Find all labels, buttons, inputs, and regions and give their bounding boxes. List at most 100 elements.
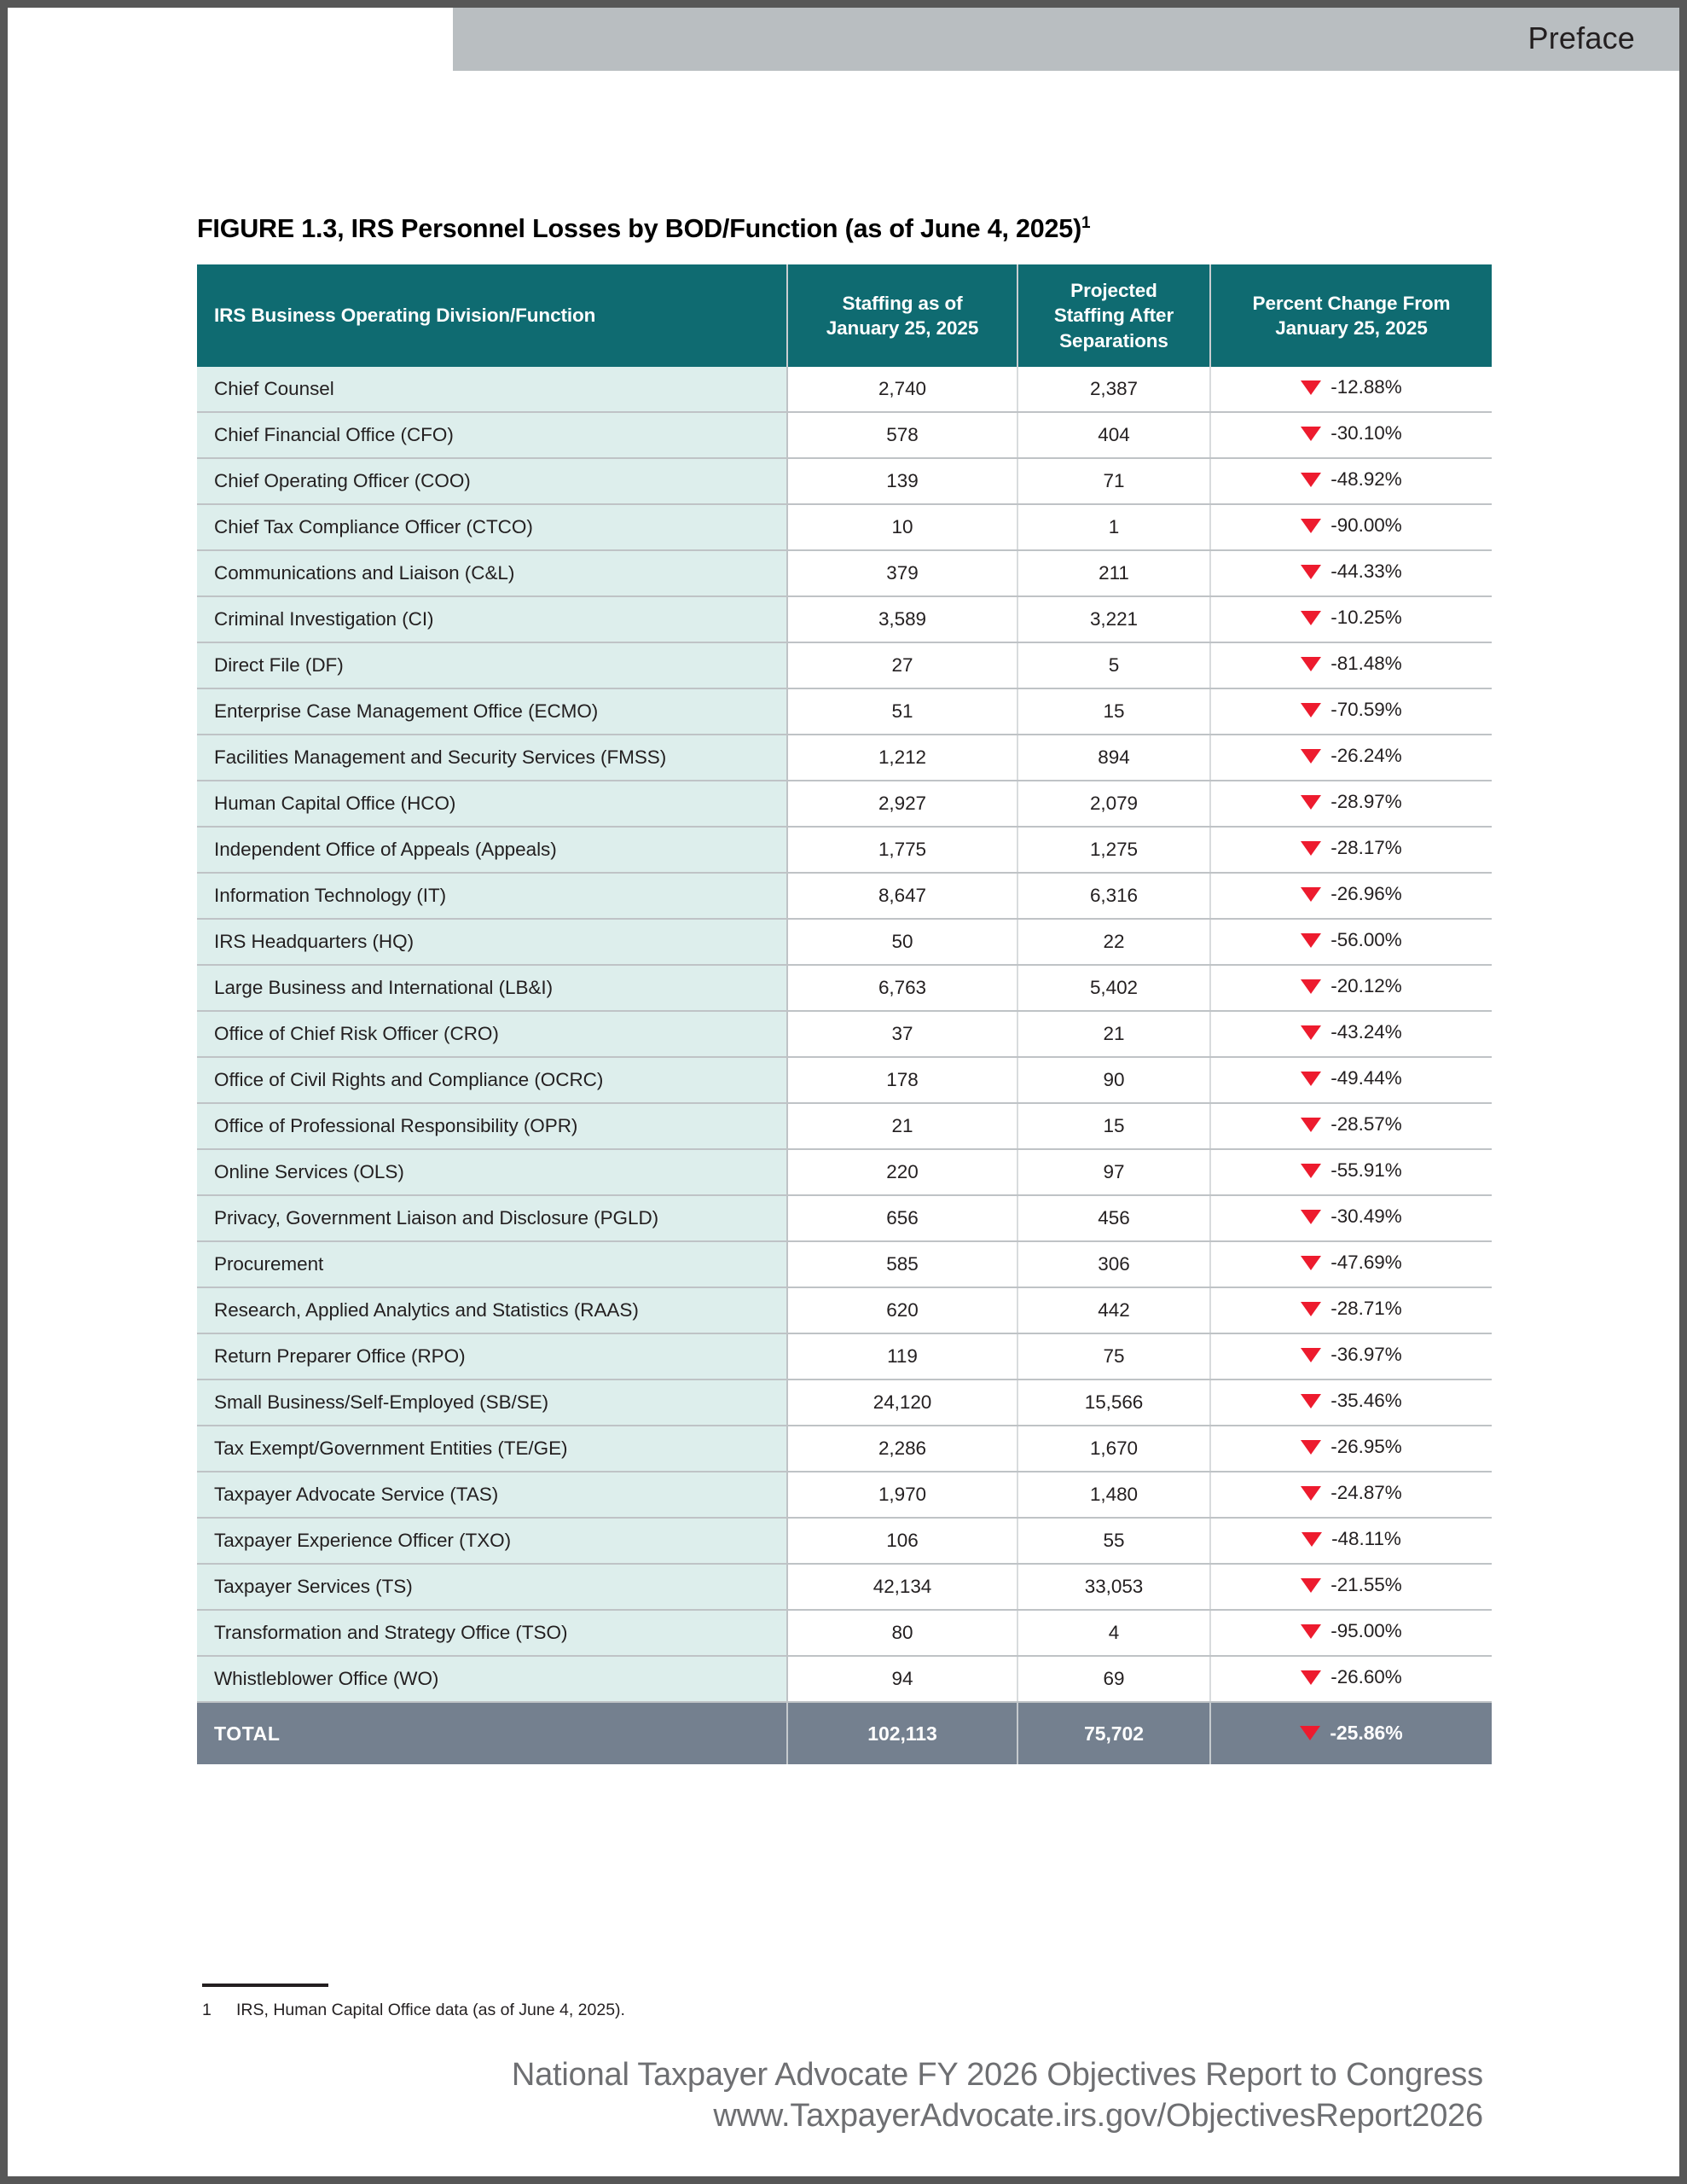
cell-projected-staffing: 1,480	[1017, 1472, 1211, 1519]
table-row: IRS Headquarters (HQ) 50 22 -56.00%	[197, 919, 1492, 966]
table-row: Privacy, Government Liaison and Disclosu…	[197, 1195, 1492, 1242]
triangle-down-icon	[1301, 519, 1322, 533]
cell-staffing: 51	[787, 688, 1018, 735]
cell-percent-change: -28.57%	[1210, 1103, 1492, 1150]
cell-division-name: Office of Chief Risk Officer (CRO)	[197, 1011, 788, 1058]
table-row: Taxpayer Experience Officer (TXO) 106 55 -4…	[197, 1518, 1492, 1565]
column-header-percent-change: Percent Change From January 25, 2025	[1210, 264, 1492, 367]
cell-projected-staffing: 894	[1017, 735, 1211, 781]
table-row: Independent Office of Appeals (Appeals) 1…	[197, 827, 1492, 874]
cell-percent-change: -26.95%	[1210, 1426, 1492, 1472]
cell-staffing: 1,212	[787, 735, 1018, 781]
table-row: Chief Financial Office (CFO) 578 404 -30.10…	[197, 412, 1492, 459]
percent-change-label: -26.24%	[1330, 745, 1402, 767]
figure-title-text: FIGURE 1.3, IRS Personnel Losses by BOD/…	[197, 214, 1082, 243]
cell-staffing: 1,775	[787, 827, 1018, 874]
percent-change-label: -95.00%	[1330, 1620, 1402, 1642]
triangle-down-icon	[1301, 749, 1322, 764]
cell-staffing: 8,647	[787, 873, 1018, 920]
cell-staffing: 578	[787, 412, 1018, 459]
column-header-staffing-line2: January 25, 2025	[826, 317, 979, 339]
figure-title-footnote-marker: 1	[1081, 213, 1091, 232]
cell-staffing: 106	[787, 1518, 1018, 1565]
cell-division-name: Information Technology (IT)	[197, 873, 788, 920]
cell-total-staffing: 102,113	[787, 1702, 1018, 1764]
cell-division-name: Office of Civil Rights and Compliance (O…	[197, 1057, 788, 1104]
cell-percent-change: -47.69%	[1210, 1241, 1492, 1288]
table-row: Tax Exempt/Government Entities (TE/GE) 2,…	[197, 1426, 1492, 1472]
cell-percent-change: -81.48%	[1210, 642, 1492, 689]
triangle-down-icon	[1301, 473, 1322, 487]
percent-change-label: -48.92%	[1330, 468, 1402, 491]
percent-change-label: -26.60%	[1330, 1666, 1402, 1688]
cell-projected-staffing: 90	[1017, 1057, 1211, 1104]
table-row: Human Capital Office (HCO) 2,927 2,079 -28.…	[197, 781, 1492, 828]
percent-change-value: -43.24%	[1301, 1023, 1402, 1043]
cell-division-name: Facilities Management and Security Servi…	[197, 735, 788, 781]
cell-staffing: 656	[787, 1195, 1018, 1242]
triangle-down-icon	[1301, 1302, 1322, 1316]
column-header-projected-line3: Separations	[1059, 329, 1168, 351]
cell-percent-change: -20.12%	[1210, 965, 1492, 1012]
cell-projected-staffing: 404	[1017, 412, 1211, 459]
percent-change-value: -47.69%	[1301, 1253, 1402, 1273]
table-row: Enterprise Case Management Office (ECMO)…	[197, 688, 1492, 735]
cell-projected-staffing: 55	[1017, 1518, 1211, 1565]
cell-staffing: 24,120	[787, 1380, 1018, 1426]
percent-change-value: -44.33%	[1301, 562, 1402, 582]
triangle-down-icon	[1301, 1210, 1322, 1224]
percent-change-label: -30.10%	[1330, 422, 1402, 444]
cell-projected-staffing: 1,670	[1017, 1426, 1211, 1472]
cell-staffing: 42,134	[787, 1564, 1018, 1611]
percent-change-value: -12.88%	[1301, 378, 1402, 398]
cell-division-name: Communications and Liaison (C&L)	[197, 550, 788, 597]
cell-division-name: Return Preparer Office (RPO)	[197, 1333, 788, 1380]
cell-projected-staffing: 2,387	[1017, 367, 1211, 413]
table-row: Office of Professional Responsibility (O…	[197, 1103, 1492, 1150]
percent-change-label: -49.44%	[1330, 1067, 1402, 1089]
percent-change-value: -70.59%	[1301, 700, 1402, 720]
cell-projected-staffing: 97	[1017, 1149, 1211, 1196]
percent-change-value: -26.95%	[1301, 1438, 1402, 1457]
cell-division-name: Tax Exempt/Government Entities (TE/GE)	[197, 1426, 788, 1472]
cell-division-name: Taxpayer Advocate Service (TAS)	[197, 1472, 788, 1519]
percent-change-value: -36.97%	[1301, 1345, 1402, 1365]
cell-percent-change: -30.49%	[1210, 1195, 1492, 1242]
cell-projected-staffing: 71	[1017, 458, 1211, 505]
footnote-text: IRS, Human Capital Office data (as of Ju…	[236, 2001, 625, 2019]
percent-change-label: -81.48%	[1330, 653, 1402, 675]
triangle-down-icon	[1301, 1256, 1322, 1270]
cell-division-name: Online Services (OLS)	[197, 1149, 788, 1196]
cell-division-name: Direct File (DF)	[197, 642, 788, 689]
triangle-down-icon	[1301, 1118, 1322, 1132]
percent-change-value: -81.48%	[1301, 653, 1402, 675]
triangle-down-icon	[1301, 933, 1322, 948]
cell-staffing: 2,927	[787, 781, 1018, 828]
percent-change-label: -30.49%	[1330, 1205, 1402, 1228]
cell-staffing: 178	[787, 1057, 1018, 1104]
cell-division-name: Small Business/Self-Employed (SB/SE)	[197, 1380, 788, 1426]
cell-staffing: 1,970	[787, 1472, 1018, 1519]
percent-change-value: -56.00%	[1301, 931, 1402, 950]
cell-division-name: Taxpayer Experience Officer (TXO)	[197, 1518, 788, 1565]
table-row: Transformation and Strategy Office (TSO)…	[197, 1610, 1492, 1657]
cell-percent-change: -28.17%	[1210, 827, 1492, 874]
cell-percent-change: -44.33%	[1210, 550, 1492, 597]
table-row: Chief Counsel 2,740 2,387 -12.88%	[197, 367, 1492, 413]
triangle-down-icon	[1301, 1025, 1322, 1040]
percent-change-label: -48.11%	[1331, 1528, 1401, 1550]
personnel-losses-table: IRS Business Operating Division/Function…	[197, 264, 1492, 1764]
cell-division-name: Whistleblower Office (WO)	[197, 1656, 788, 1703]
triangle-down-icon	[1301, 427, 1322, 441]
percent-change-value: -26.24%	[1301, 745, 1402, 767]
cell-projected-staffing: 1	[1017, 504, 1211, 551]
cell-percent-change: -49.44%	[1210, 1057, 1492, 1104]
cell-total-projected-staffing: 75,702	[1017, 1702, 1211, 1764]
page-footer-report-title: National Taxpayer Advocate FY 2026 Objec…	[511, 2057, 1483, 2093]
cell-percent-change: -55.91%	[1210, 1149, 1492, 1196]
table-row: Taxpayer Services (TS) 42,134 33,053 -21.55…	[197, 1564, 1492, 1611]
cell-staffing: 27	[787, 642, 1018, 689]
cell-projected-staffing: 5,402	[1017, 965, 1211, 1012]
table-row: Direct File (DF) 27 5 -81.48%	[197, 642, 1492, 689]
